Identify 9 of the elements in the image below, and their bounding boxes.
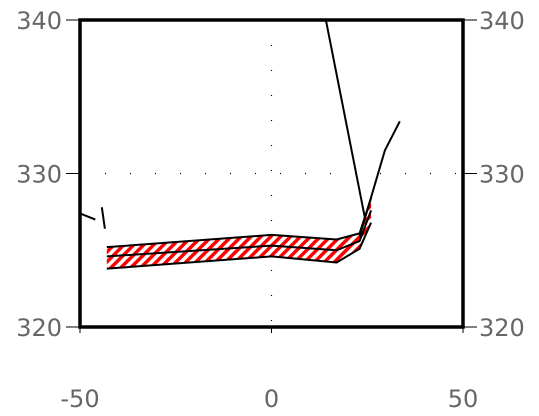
x-tick-label: -50 (60, 385, 100, 413)
x-tick-label: 50 (448, 385, 478, 413)
y-tick-label: 340 (16, 7, 62, 35)
y2-tick-label: 340 (479, 7, 525, 35)
y2-tick-label: 320 (479, 314, 525, 342)
y-tick-label: 330 (16, 160, 62, 188)
x-tick-label: 0 (264, 385, 280, 413)
y-tick-label: 320 (16, 314, 62, 342)
y2-tick-label: 330 (479, 160, 525, 188)
